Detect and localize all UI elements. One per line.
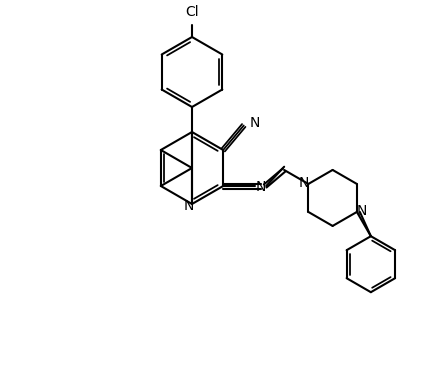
Text: N: N — [357, 204, 367, 218]
Text: N: N — [256, 180, 266, 194]
Text: N: N — [298, 176, 309, 190]
Text: Cl: Cl — [185, 5, 199, 19]
Text: N: N — [184, 199, 194, 213]
Text: N: N — [250, 116, 260, 131]
